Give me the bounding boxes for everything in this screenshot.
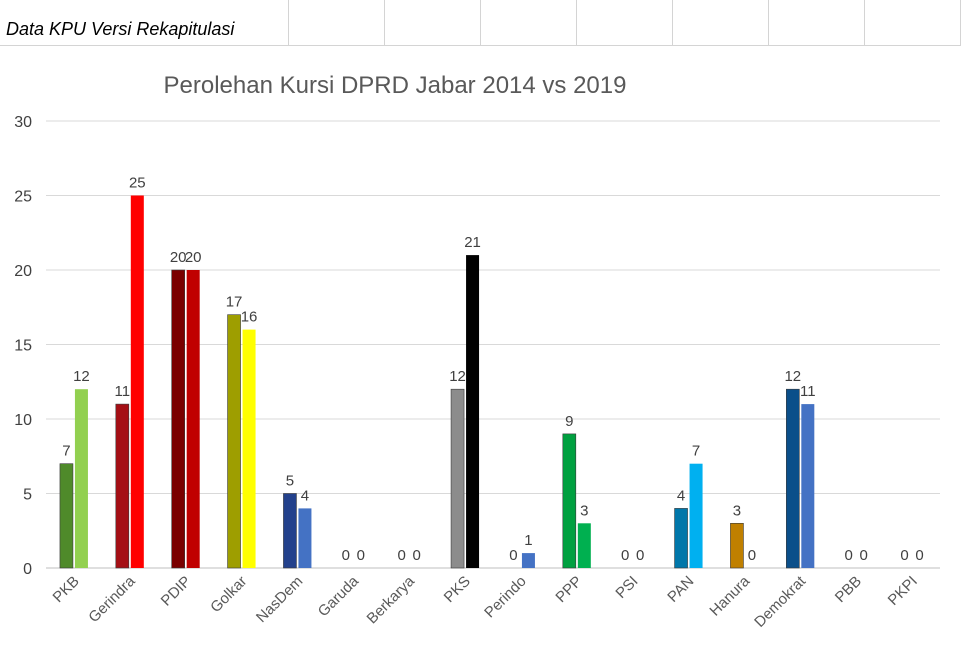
data-label-2014-ppp: 9	[565, 413, 573, 430]
sheet-cell[interactable]	[673, 0, 769, 46]
bar-chart[interactable]: Perolehan Kursi DPRD Jabar 2014 vs 2019 …	[0, 47, 961, 659]
data-label-2014-golkar: 17	[226, 294, 243, 311]
bar-2019-pdip[interactable]	[186, 270, 200, 568]
y-tick-label: 0	[23, 561, 32, 578]
category-label-demokrat: Demokrat	[751, 572, 810, 631]
bar-2014-demokrat[interactable]	[786, 388, 800, 569]
category-label-pkpi: PKPI	[885, 573, 921, 609]
data-label-2019-pan: 7	[692, 443, 700, 460]
category-label-pks: PKS	[441, 573, 474, 606]
data-label-2019-berkarya: 0	[413, 547, 421, 564]
y-tick-label: 25	[14, 189, 32, 206]
bar-2014-ppp[interactable]	[562, 433, 577, 569]
category-label-hanura: Hanura	[706, 572, 753, 619]
data-label-2019-golkar: 16	[241, 309, 258, 326]
y-tick-label: 15	[14, 338, 32, 355]
category-label-garuda: Garuda	[315, 572, 363, 620]
bar-2014-pdip[interactable]	[171, 269, 185, 569]
sheet-cell-a1[interactable]: Data KPU Versi Rekapitulasi	[0, 0, 289, 46]
bar-2019-nasdem[interactable]	[298, 508, 312, 568]
category-label-berkarya: Berkarya	[364, 572, 419, 627]
data-label-2014-pkb: 7	[62, 443, 70, 460]
data-label-2019-pdip: 20	[185, 249, 202, 266]
bar-2014-pks[interactable]	[450, 388, 465, 569]
sheet-cell[interactable]	[769, 0, 865, 46]
bar-2019-pan[interactable]	[689, 463, 703, 568]
y-tick-label: 10	[14, 412, 32, 429]
data-label-2014-psi: 0	[621, 547, 629, 564]
data-label-2019-demokrat: 11	[800, 383, 816, 400]
sheet-title: Data KPU Versi Rekapitulasi	[6, 19, 235, 39]
data-label-2019-ppp: 3	[580, 502, 588, 519]
sheet-cell[interactable]	[865, 0, 961, 46]
bar-2014-hanura[interactable]	[730, 522, 744, 569]
category-label-golkar: Golkar	[207, 573, 250, 616]
data-label-2014-garuda: 0	[342, 547, 350, 564]
category-label-nasdem: NasDem	[253, 573, 306, 626]
bar-2014-golkar[interactable]	[227, 314, 241, 569]
bar-2014-gerindra[interactable]	[115, 403, 130, 569]
data-label-2014-perindo: 0	[509, 547, 517, 564]
data-label-2019-pkpi: 0	[915, 547, 923, 564]
bar-2019-demokrat[interactable]	[801, 404, 815, 568]
data-label-2014-nasdem: 5	[286, 473, 294, 490]
data-label-2019-pkb: 12	[73, 368, 90, 385]
sheet-cell[interactable]	[289, 0, 385, 46]
data-label-2014-berkarya: 0	[398, 547, 406, 564]
data-label-2019-gerindra: 25	[129, 175, 146, 192]
bar-2014-pan[interactable]	[674, 508, 688, 569]
bar-2014-nasdem[interactable]	[283, 493, 297, 569]
data-label-2014-demokrat: 12	[784, 368, 801, 385]
data-label-2019-perindo: 1	[524, 532, 532, 549]
sheet-cell[interactable]	[481, 0, 577, 46]
data-label-2019-pbb: 0	[860, 547, 868, 564]
data-label-2019-hanura: 0	[748, 547, 756, 564]
bar-2019-golkar[interactable]	[242, 329, 256, 568]
sheet-cell[interactable]	[385, 0, 481, 46]
data-label-2014-hanura: 3	[733, 502, 741, 519]
y-tick-label: 30	[14, 114, 32, 131]
data-label-2019-pks: 21	[464, 234, 481, 251]
y-tick-label: 5	[23, 487, 32, 504]
data-label-2014-pkpi: 0	[900, 547, 908, 564]
category-label-gerindra: Gerindra	[85, 572, 139, 626]
data-label-2014-pks: 12	[449, 368, 466, 385]
category-label-pdip: PDIP	[158, 573, 195, 610]
spreadsheet-header-row: Data KPU Versi Rekapitulasi	[0, 0, 961, 46]
y-tick-label: 20	[14, 263, 32, 280]
bar-2019-ppp[interactable]	[577, 523, 591, 568]
data-label-2014-pbb: 0	[845, 547, 853, 564]
sheet-cell[interactable]	[577, 0, 673, 46]
data-label-2019-garuda: 0	[357, 547, 365, 564]
chart-title: Perolehan Kursi DPRD Jabar 2014 vs 2019	[164, 72, 627, 99]
category-label-psi: PSI	[612, 573, 641, 602]
category-label-pbb: PBB	[832, 573, 865, 606]
bar-2019-perindo[interactable]	[521, 553, 535, 568]
bar-2019-pkb[interactable]	[74, 389, 88, 568]
data-label-2014-gerindra: 11	[115, 383, 131, 400]
bar-2014-pkb[interactable]	[59, 463, 74, 569]
bar-2019-gerindra[interactable]	[130, 195, 144, 569]
category-label-pkb: PKB	[50, 573, 83, 606]
data-label-2019-nasdem: 4	[301, 487, 309, 504]
category-label-perindo: Perindo	[481, 573, 530, 622]
bar-2019-pks[interactable]	[466, 255, 480, 568]
data-label-2014-pdip: 20	[170, 249, 187, 266]
category-label-pan: PAN	[664, 573, 697, 606]
data-label-2014-pan: 4	[677, 487, 685, 504]
data-label-2019-psi: 0	[636, 547, 644, 564]
category-label-ppp: PPP	[552, 573, 585, 606]
